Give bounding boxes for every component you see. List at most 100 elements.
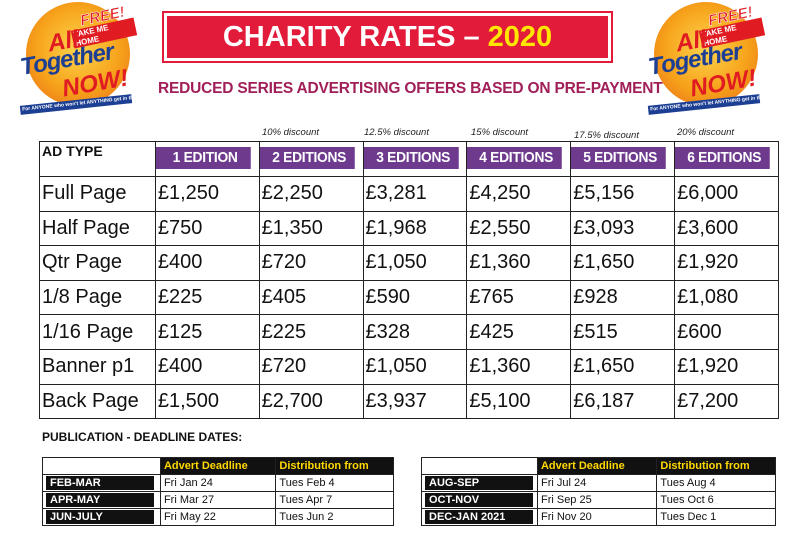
period-label: AUG-SEP	[425, 476, 533, 490]
distribution-cell: Tues Oct 6	[656, 491, 776, 509]
ad-type-cell: Banner p1	[39, 348, 156, 385]
price-cell: £3,600	[674, 210, 779, 247]
price-cell: £1,968	[362, 210, 468, 247]
table-row: Banner p1 £400 £720 £1,050 £1,360 £1,650…	[39, 348, 779, 385]
ad-type-header: AD TYPE	[39, 141, 156, 177]
price-cell: £5,100	[466, 383, 572, 420]
period-label: OCT-NOV	[425, 493, 533, 507]
price-cell: £400	[154, 245, 260, 281]
edition-header-label: 2 EDITIONS	[259, 147, 355, 169]
price-cell: £720	[258, 348, 364, 385]
price-cell: £2,700	[258, 383, 364, 420]
price-cell: £3,093	[570, 210, 676, 247]
deadlines-header-row: Advert Deadline Distribution from	[42, 457, 394, 475]
price-cell: £2,250	[258, 176, 364, 212]
distribution-cell: Tues Feb 4	[275, 474, 394, 492]
price-cell: £225	[154, 279, 260, 316]
price-cell: £6,000	[674, 176, 779, 212]
deadlines-title: PUBLICATION - DEADLINE DATES:	[42, 430, 243, 444]
period-cell: AUG-SEP	[421, 474, 538, 492]
deadlines-table-left: Advert Deadline Distribution from FEB-MA…	[42, 457, 394, 526]
price-cell: £1,360	[466, 245, 572, 281]
page-title-year: 2020	[487, 20, 553, 53]
ad-type-cell: Qtr Page	[39, 245, 156, 281]
edition-header: 3 EDITIONS	[362, 141, 468, 177]
price-cell: £1,350	[258, 210, 364, 247]
page-title: CHARITY RATES – 2020	[162, 11, 613, 63]
price-cell: £1,650	[570, 245, 676, 281]
period-cell: APR-MAY	[42, 491, 161, 509]
page-title-main: CHARITY RATES –	[222, 20, 480, 53]
distribution-cell: Tues Apr 7	[275, 491, 394, 509]
all-together-now-logo-left: FREE! TAKE ME HOME All Together NOW! For…	[18, 2, 138, 120]
advert-deadline-cell: Fri Nov 20	[536, 508, 658, 526]
price-cell: £1,080	[674, 279, 779, 316]
price-cell: £600	[674, 314, 779, 350]
distribution-cell: Tues Dec 1	[656, 508, 776, 526]
price-cell: £5,156	[570, 176, 676, 212]
edition-header-label: 4 EDITIONS	[467, 147, 563, 169]
distribution-cell: Tues Aug 4	[656, 474, 776, 492]
edition-header-label: 6 EDITIONS	[675, 147, 770, 169]
table-row: Qtr Page £400 £720 £1,050 £1,360 £1,650 …	[39, 245, 779, 281]
price-cell: £1,500	[154, 383, 260, 420]
advert-deadline-cell: Fri Sep 25	[536, 491, 658, 509]
table-row: 1/16 Page £125 £225 £328 £425 £515 £600	[39, 314, 779, 350]
price-cell: £765	[466, 279, 572, 316]
price-cell: £1,250	[154, 176, 260, 212]
price-cell: £1,920	[674, 245, 779, 281]
edition-header: 4 EDITIONS	[466, 141, 572, 177]
ad-type-cell: Back Page	[39, 383, 156, 420]
discount-label: 12.5% discount	[364, 127, 429, 138]
price-cell: £3,281	[362, 176, 468, 212]
period-label: APR-MAY	[46, 493, 154, 507]
discount-label: 15% discount	[471, 127, 529, 138]
distribution-header: Distribution from	[656, 457, 776, 475]
price-cell: £1,920	[674, 348, 779, 385]
starburst-badge	[26, 2, 130, 106]
table-row: 1/8 Page £225 £405 £590 £765 £928 £1,080	[39, 279, 779, 316]
period-cell: DEC-JAN 2021	[421, 508, 538, 526]
discount-label: 20% discount	[677, 127, 735, 138]
advert-deadline-header: Advert Deadline	[159, 457, 277, 475]
discount-labels: 10% discount 12.5% discount 15% discount…	[0, 127, 794, 141]
starburst-badge	[654, 2, 758, 106]
discount-label: 10% discount	[262, 127, 320, 138]
empty-cell	[42, 457, 161, 475]
period-label: FEB-MAR	[46, 476, 154, 490]
advert-deadline-cell: Fri Jul 24	[536, 474, 658, 492]
price-cell: £590	[362, 279, 468, 316]
price-cell: £7,200	[674, 383, 779, 420]
table-row: OCT-NOV Fri Sep 25 Tues Oct 6	[421, 491, 776, 509]
edition-header: 2 EDITIONS	[258, 141, 364, 177]
page-subtitle: REDUCED SERIES ADVERTISING OFFERS BASED …	[158, 80, 663, 97]
table-row: Full Page £1,250 £2,250 £3,281 £4,250 £5…	[39, 176, 779, 212]
deadlines-header-row: Advert Deadline Distribution from	[421, 457, 776, 475]
price-cell: £720	[258, 245, 364, 281]
price-cell: £928	[570, 279, 676, 316]
edition-header: 5 EDITIONS	[570, 141, 676, 177]
price-cell: £225	[258, 314, 364, 350]
price-cell: £3,937	[362, 383, 468, 420]
advert-deadline-cell: Fri Jan 24	[159, 474, 277, 492]
edition-header: 1 EDITION	[154, 141, 260, 177]
table-row: Half Page £750 £1,350 £1,968 £2,550 £3,0…	[39, 210, 779, 247]
price-cell: £1,360	[466, 348, 572, 385]
period-label: JUN-JULY	[46, 510, 154, 524]
period-cell: FEB-MAR	[42, 474, 161, 492]
edition-header-label: 1 EDITION	[155, 147, 251, 169]
price-cell: £400	[154, 348, 260, 385]
empty-cell	[421, 457, 538, 475]
period-label: DEC-JAN 2021	[425, 510, 533, 524]
advert-deadline-header: Advert Deadline	[536, 457, 658, 475]
price-cell: £2,550	[466, 210, 572, 247]
price-cell: £328	[362, 314, 468, 350]
price-cell: £1,050	[362, 348, 468, 385]
ad-type-cell: Full Page	[39, 176, 156, 212]
table-row: DEC-JAN 2021 Fri Nov 20 Tues Dec 1	[421, 508, 776, 526]
edition-header-label: 3 EDITIONS	[363, 147, 459, 169]
all-together-now-logo-right: FREE! TAKE ME HOME All Together NOW! For…	[646, 2, 766, 120]
price-cell: £750	[154, 210, 260, 247]
table-row: FEB-MAR Fri Jan 24 Tues Feb 4	[42, 474, 394, 492]
advert-deadline-cell: Fri Mar 27	[159, 491, 277, 509]
